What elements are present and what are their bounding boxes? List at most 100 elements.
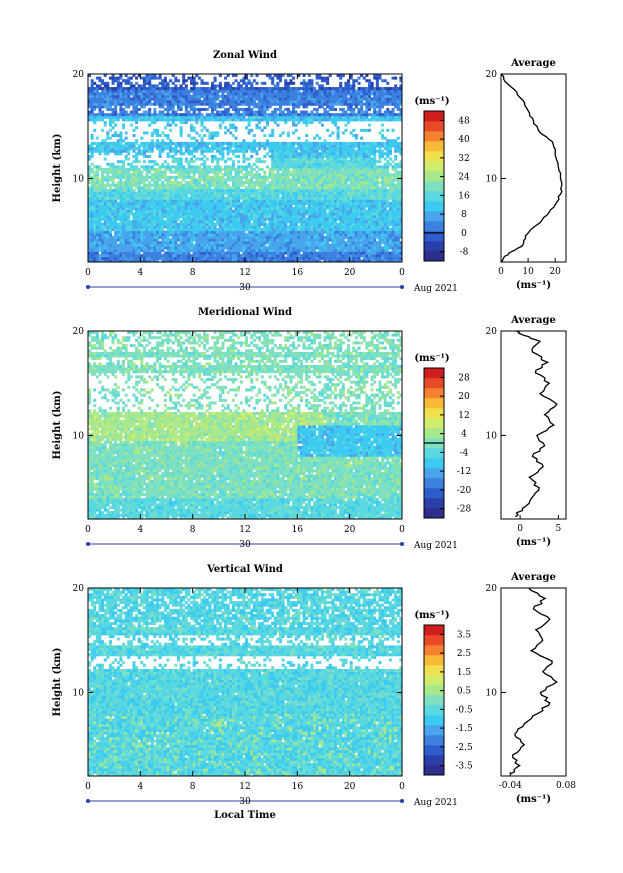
heatmap-cell [140, 212, 144, 216]
heatmap-cell [88, 196, 92, 200]
heatmap-cell [148, 215, 152, 219]
heatmap-cell [200, 207, 204, 211]
heatmap-cell [195, 215, 199, 219]
heatmap-cell [135, 243, 139, 247]
heatmap-cell [176, 173, 180, 177]
heatmap-cell [276, 178, 280, 182]
heatmap-cell [142, 149, 146, 153]
heatmap-cell [93, 209, 97, 213]
heatmap-cell [237, 170, 241, 174]
heatmap-cell [192, 254, 196, 258]
heatmap-cell [375, 228, 379, 232]
heatmap-cell [357, 160, 361, 164]
heatmap-cell [90, 259, 94, 262]
heatmap-cell [373, 183, 377, 187]
heatmap-cell [391, 251, 395, 255]
heatmap-cell [210, 154, 214, 158]
heatmap-cell [119, 183, 123, 187]
heatmap-cell [339, 178, 343, 182]
heatmap-cell [310, 160, 314, 164]
heatmap-cell [237, 186, 241, 190]
heatmap-cell [394, 154, 398, 158]
heatmap-cell [273, 149, 277, 153]
heatmap-cell [166, 241, 170, 245]
heatmap-cell [242, 254, 246, 258]
heatmap-cell [174, 209, 178, 213]
heatmap-cell [396, 183, 400, 187]
heatmap-cell [279, 188, 283, 192]
heatmap-cell [279, 228, 283, 232]
heatmap-cell [315, 186, 319, 190]
heatmap-cell [161, 141, 165, 145]
heatmap-cell [313, 154, 317, 158]
heatmap-cell [396, 251, 400, 255]
heatmap-cell [158, 191, 162, 195]
heatmap-cell [268, 170, 272, 174]
heatmap-cell [176, 251, 180, 255]
heatmap-cell [203, 238, 207, 242]
heatmap-cell [195, 204, 199, 208]
heatmap-cell [161, 256, 165, 260]
heatmap-cell [352, 168, 356, 172]
heatmap-cell [148, 220, 152, 224]
heatmap-cell [148, 207, 152, 211]
heatmap-cell [179, 141, 183, 145]
heatmap-cell [307, 152, 311, 156]
heatmap-cell [203, 201, 207, 205]
heatmap-cell [360, 191, 364, 195]
heatmap-cell [210, 222, 214, 226]
heatmap-cell [391, 217, 395, 221]
heatmap-cell [169, 212, 173, 216]
heatmap-cell [315, 178, 319, 182]
heatmap-cell [360, 225, 364, 229]
heatmap-cell [281, 248, 285, 252]
heatmap-cell [357, 157, 361, 161]
heatmap-cell [234, 220, 238, 224]
heatmap-cell [360, 162, 364, 166]
heatmap-cell [360, 144, 364, 148]
heatmap-cell [237, 191, 241, 195]
heatmap-cell [166, 165, 170, 169]
heatmap-cell [320, 215, 324, 219]
heatmap-cell [263, 238, 267, 242]
heatmap-cell [247, 162, 251, 166]
heatmap-cell [88, 251, 92, 255]
heatmap-cell [336, 144, 340, 148]
heatmap-cell [258, 186, 262, 190]
heatmap-cell [132, 175, 136, 179]
heatmap-cell [132, 254, 136, 258]
heatmap-cell [98, 141, 102, 145]
heatmap-cell [226, 212, 230, 216]
heatmap-cell [231, 209, 235, 213]
heatmap-cell [119, 194, 123, 198]
heatmap-cell [132, 160, 136, 164]
heatmap-cell [386, 259, 390, 262]
heatmap-cell [360, 254, 364, 258]
heatmap-cell [231, 222, 235, 226]
heatmap-cell [216, 194, 220, 198]
heatmap-cell [396, 235, 400, 239]
heatmap-cell [142, 199, 146, 203]
heatmap-cell [289, 188, 293, 192]
heatmap-cell [313, 248, 317, 252]
heatmap-cell [307, 259, 311, 262]
heatmap-cell [383, 228, 387, 232]
heatmap-cell [333, 246, 337, 250]
heatmap-cell [305, 235, 309, 239]
heatmap-cell [95, 220, 99, 224]
heatmap-cell [297, 168, 301, 172]
heatmap-cell [318, 220, 322, 224]
heatmap-cell [284, 186, 288, 190]
heatmap-cell [103, 149, 107, 153]
heatmap-cell [153, 204, 157, 208]
heatmap-cell [88, 165, 92, 169]
heatmap-cell [323, 160, 327, 164]
heatmap-cell [200, 215, 204, 219]
heatmap-cell [279, 222, 283, 226]
heatmap-cell [148, 217, 152, 221]
heatmap-cell [339, 183, 343, 187]
heatmap-cell [166, 196, 170, 200]
heatmap-cell [150, 212, 154, 216]
heatmap-cell [216, 170, 220, 174]
heatmap-cell [148, 235, 152, 239]
